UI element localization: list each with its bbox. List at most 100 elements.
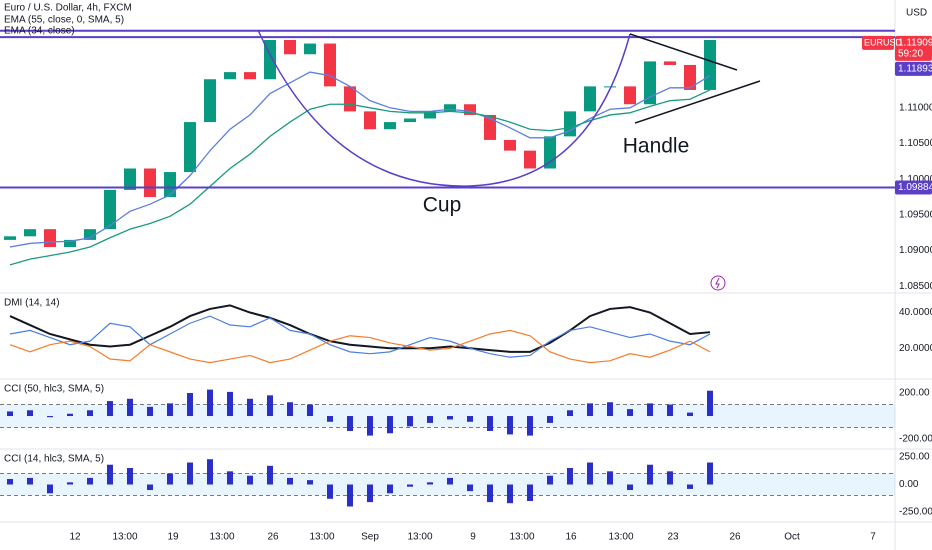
cci-bar [167,403,173,417]
candle [244,72,256,80]
cci-bar [687,484,693,489]
cci-bar [487,484,493,503]
candle [424,111,436,119]
cci-bar [287,477,293,485]
cci-bar [527,416,533,436]
cci-bar [367,484,373,503]
cci-bar [407,416,413,427]
cci-bar [127,468,133,485]
x-tick-label: 16 [565,532,577,543]
cci-bar [687,412,693,417]
y-tick-label: 1.09000 [899,245,932,256]
cci-bar [647,403,653,417]
countdown: 59:20 [898,49,923,60]
cci-band [0,473,895,496]
cci-bar [447,477,453,485]
candle [284,39,296,55]
cci-bar [667,471,673,485]
candle [44,229,56,248]
cci-bar [187,393,193,417]
y-tick-label: 0.00 [899,479,919,490]
candle [644,61,656,105]
candle [184,122,196,173]
candle [444,104,456,112]
cci-bar [667,404,673,417]
candle [364,111,376,130]
legend-entry: EMA (34, close) [4,26,75,37]
y-tick-label: 250.00 [899,452,930,463]
cci-bar [27,477,33,485]
cci-bar [207,389,213,417]
y-tick-label: -200.00 [899,434,932,445]
price-tag-label: 1.11909 [898,38,932,49]
legend-entry: EMA (55, close, 0, SMA, 5) [4,15,124,26]
cci-bar [147,406,153,417]
cci-bar [567,468,573,485]
cci-bar [607,471,613,485]
candle [544,136,556,169]
drawings: Cup Handle [257,29,761,291]
cci-bar [87,477,93,485]
candle [84,229,96,240]
annotation: Handle [623,135,690,158]
cci-bar [247,398,253,417]
y-tick-label: 1.09500 [899,210,932,221]
candle [204,79,216,123]
cci-bar [67,413,73,417]
y-tick-label: 1.08500 [899,281,932,292]
cci-bar [387,484,393,494]
cci-bar [707,462,713,485]
cci-bar [287,402,293,417]
x-tick-label: 13:00 [608,532,633,543]
pane-title: DMI (14, 14) [4,298,60,309]
y-tick-label: 1.10000 [899,174,932,185]
candle [464,104,476,115]
y-tick-label: 20.0000 [899,343,932,354]
cci-bar [67,482,73,485]
candle [384,122,396,130]
cci-bar [507,484,513,504]
cci-bar [327,416,333,422]
candle [304,43,316,55]
cci-bar [507,416,513,435]
x-tick-label: 7 [870,532,876,543]
cci-bar [587,462,593,485]
cci-bar [307,404,313,417]
cci-bar [427,482,433,485]
cci-bar [447,416,453,420]
cci-bar [167,473,173,485]
price-tag [895,61,932,76]
cci-bar [127,398,133,417]
event-icon-bolt [715,277,720,289]
annotation: Cup [423,194,462,217]
candle [664,61,676,65]
cci-bar [487,416,493,431]
candle [104,189,116,230]
indicator-line [9,304,711,353]
cci-bar [327,484,333,499]
cci-bar [547,475,553,485]
cci-bar [587,403,593,417]
x-tick-label: 13:00 [112,532,137,543]
cci-bar [7,411,13,417]
candle [144,168,156,198]
cci-bar [7,479,13,485]
cci-bar [427,416,433,423]
y-tick-label: 200.00 [899,388,930,399]
x-tick-label: 23 [667,532,679,543]
x-tick-label: 12 [69,532,81,543]
candle [4,236,16,240]
indicator-line [9,315,711,358]
y-tick-label: 1.10500 [899,138,932,149]
currency-label: USD [906,8,927,19]
cci-bar [247,475,253,485]
event-icon[interactable] [710,275,726,291]
cci-bar [387,416,393,434]
cci-bar [627,484,633,491]
symbol-tag [862,35,894,50]
cci-bar [547,416,553,423]
x-tick-label: 13:00 [209,532,234,543]
x-tick-label: 19 [167,532,179,543]
candle [604,86,616,88]
cci-bar [467,484,473,492]
